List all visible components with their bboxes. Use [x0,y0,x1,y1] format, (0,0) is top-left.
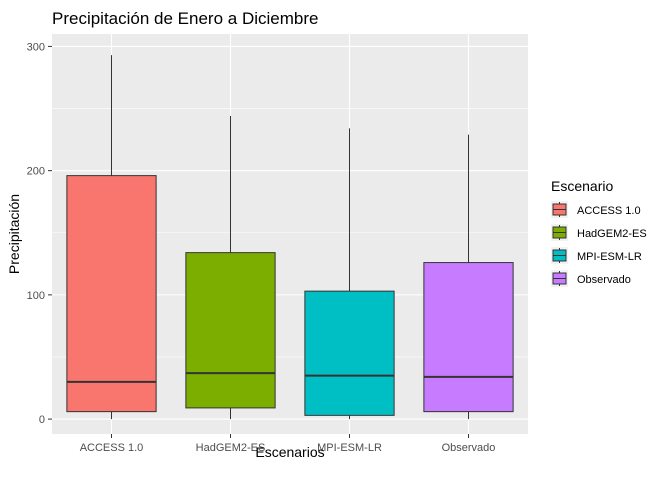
y-tick-label: 100 [27,290,45,302]
x-axis-title: Escenarios [255,444,324,460]
legend-item: ACCESS 1.0 [551,201,641,218]
boxes-layer [66,55,514,420]
y-axis-title: Precipitación [6,194,22,274]
legend-label: ACCESS 1.0 [577,205,641,217]
box-body [185,252,276,409]
box-1 [66,55,157,420]
legend-item: HadGEM2-ES [551,224,647,241]
y-tick-label: 200 [27,166,45,178]
y-tick-label: 300 [27,41,45,53]
x-tick-label: MPI-ESM-LR [317,442,382,454]
legend-item: Observado [551,270,631,287]
box-body [423,262,514,413]
chart-title: Precipitación de Enero a Diciembre [52,9,318,28]
x-tick-label: ACCESS 1.0 [80,442,144,454]
legend-item: MPI-ESM-LR [551,247,642,264]
legend-label: MPI-ESM-LR [577,251,642,263]
box-2 [185,115,276,420]
box-body [304,290,395,416]
box-3 [304,128,395,420]
y-axis: 0 100 200 300 [27,41,52,426]
box-body [66,175,157,413]
legend-title: Escenario [551,178,613,194]
x-axis: ACCESS 1.0 HadGEM2-ES MPI-ESM-LR Observado [80,434,496,454]
legend-label: Observado [577,274,631,286]
legend-label: HadGEM2-ES [577,228,647,240]
y-tick-label: 0 [39,414,45,426]
legend: Escenario ACCESS 1.0 HadGEM2-ES MPI-ESM-LR… [551,178,647,287]
box-4 [423,134,514,420]
x-tick-label: Observado [442,442,496,454]
x-tick-label: HadGEM2-ES [196,442,266,454]
